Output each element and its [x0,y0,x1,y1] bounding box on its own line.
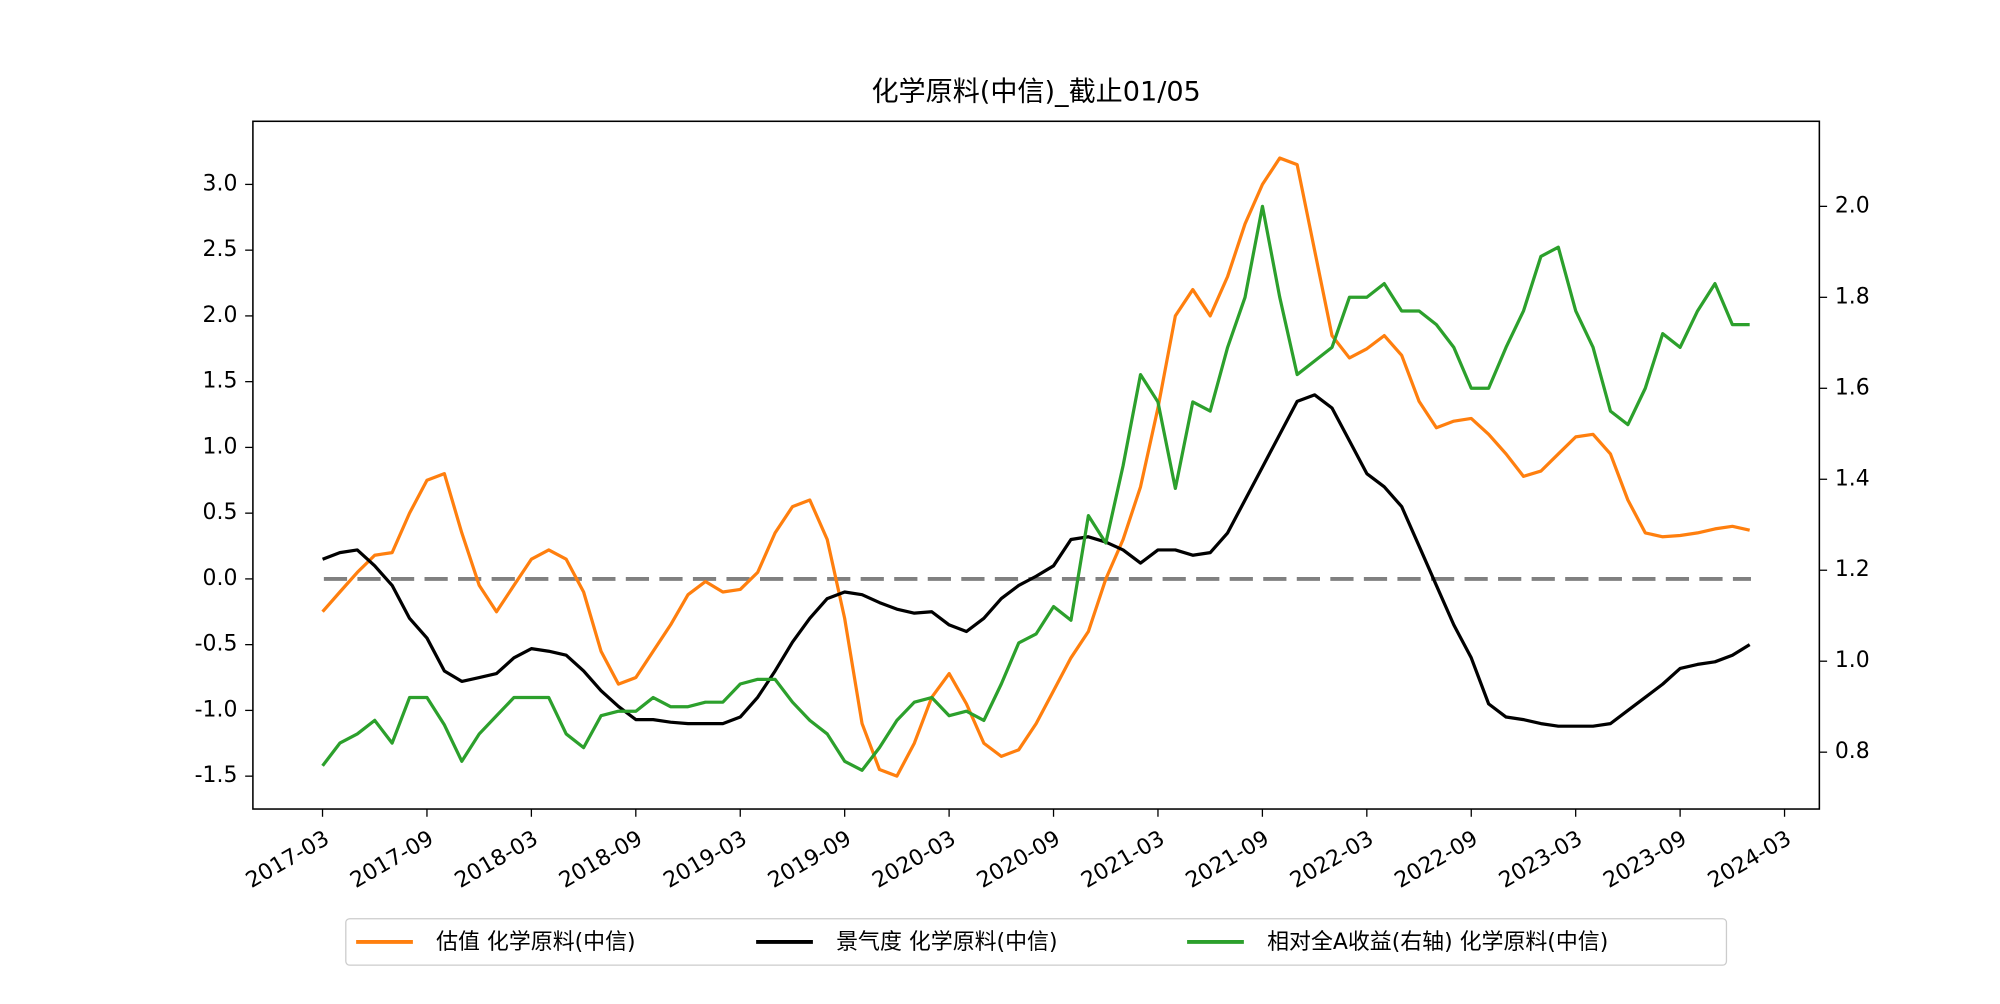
series-line [321,204,1750,772]
x-tick-label: 2017-09 [346,826,438,893]
x-tick-label: 2024-03 [1704,826,1796,893]
y-tick-label: 2.5 [203,237,238,262]
y-tick-label: 3.0 [203,171,238,196]
legend-label: 相对全A收益(右轴) 化学原料(中信) [1267,930,1608,955]
x-tick-label: 2021-09 [1182,826,1274,893]
chart-title: 化学原料(中信)_截止01/05 [871,76,1200,107]
y2-tick-label: 1.0 [1835,648,1870,673]
y-tick-label: -1.5 [195,763,238,788]
plot-frame [252,120,1821,810]
x-tick-label: 2018-03 [451,826,543,893]
legend-label: 估值 化学原料(中信) [436,930,635,955]
y2-tick-label: 0.8 [1835,739,1870,764]
y-tick-label: 2.0 [203,303,238,328]
x-tick-label: 2020-09 [973,826,1065,893]
x-tick-label: 2023-09 [1599,826,1691,893]
x-tick-label: 2017-03 [242,826,334,893]
y2-tick-label: 1.6 [1835,375,1870,400]
y-tick-label: 1.5 [203,369,238,394]
y2-tick-label: 1.4 [1835,466,1870,491]
y2-tick-label: 1.2 [1835,557,1870,582]
y-tick-label: 0.5 [203,500,238,525]
y-tick-label: -1.0 [195,697,238,722]
x-tick-label: 2023-03 [1495,826,1587,893]
x-tick-label: 2022-09 [1391,826,1483,893]
x-tick-label: 2019-03 [660,826,752,893]
x-tick-label: 2021-03 [1077,826,1169,893]
y-tick-label: -0.5 [195,632,238,657]
legend-frame [345,918,1728,966]
y2-tick-label: 1.8 [1835,284,1870,309]
x-tick-label: 2022-03 [1286,826,1378,893]
series-line [321,156,1751,778]
y2-tick-label: 2.0 [1835,193,1870,218]
series-line [322,393,1751,728]
x-tick-label: 2019-09 [764,826,856,893]
x-tick-label: 2018-09 [555,826,647,893]
x-tick-label: 2020-03 [868,826,960,893]
y-tick-label: 0.0 [203,566,238,591]
legend-label: 景气度 化学原料(中信) [836,930,1057,955]
y-tick-label: 1.0 [203,434,238,459]
